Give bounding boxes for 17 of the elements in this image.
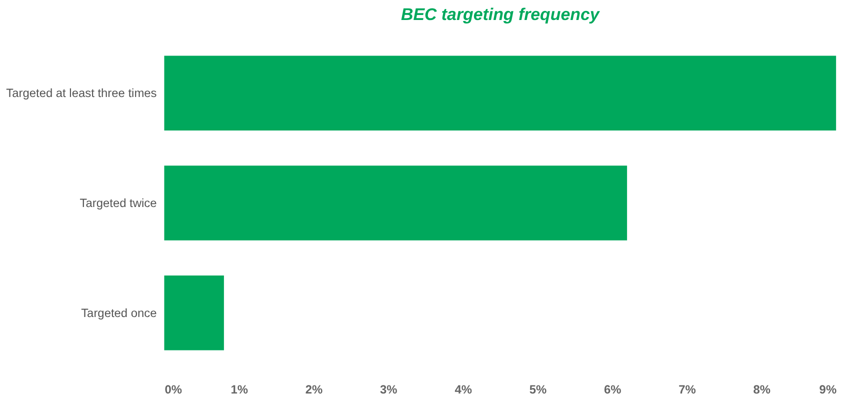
x-tick-label: 7% [678,382,696,397]
chart-title: BEC targeting frequency [401,4,601,24]
bar [164,276,224,350]
y-tick-label: Targeted at least three times [6,86,157,100]
x-tick-label: 6% [604,382,622,397]
x-tick-label: 8% [753,382,771,397]
y-tick-label: Targeted twice [80,196,158,210]
x-tick-label: 1% [230,382,248,397]
y-tick-label: Targeted once [81,306,158,320]
x-tick-label: 4% [454,382,472,397]
x-tick-label: 5% [529,382,547,397]
bar [164,56,836,130]
x-tick-label: 2% [305,382,324,397]
x-tick-label: 9% [819,382,837,397]
x-tick-label: 0% [164,382,182,397]
x-tick-label: 3% [380,382,398,397]
bar [164,166,628,240]
